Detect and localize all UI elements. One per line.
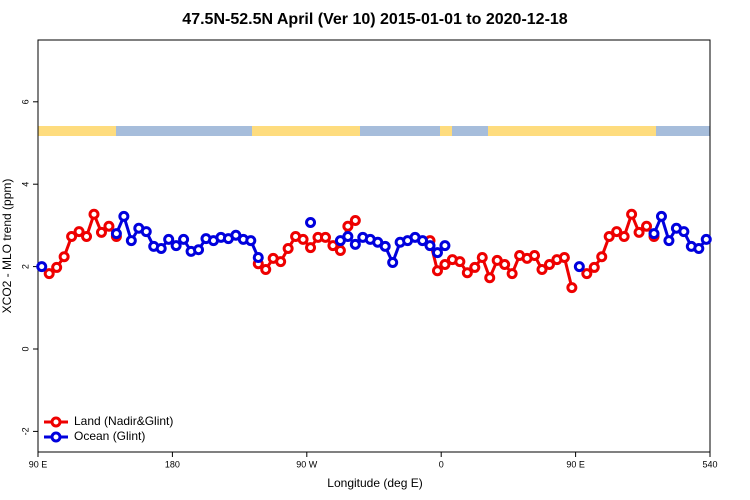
legend-label: Ocean (Glint) (74, 429, 145, 443)
x-tick-label: 540 (702, 459, 717, 469)
data-point (611, 226, 623, 238)
y-tick-label: 2 (20, 264, 30, 269)
legend-marker (50, 416, 62, 428)
data-point (88, 208, 100, 220)
data-point (439, 240, 451, 252)
data-point (245, 235, 257, 247)
data-point (349, 214, 361, 226)
data-point (693, 242, 705, 254)
data-point (170, 240, 182, 252)
data-point (43, 268, 55, 280)
data-point (334, 245, 346, 257)
data-point (603, 231, 615, 243)
data-point (417, 235, 429, 247)
legend-marker (50, 431, 62, 443)
data-point (155, 242, 167, 254)
data-point (342, 220, 354, 232)
data-point (275, 256, 287, 268)
data-point (431, 247, 443, 259)
data-point (573, 261, 585, 273)
land-ocean-band (38, 126, 710, 136)
data-point (95, 226, 107, 238)
data-point (297, 233, 309, 245)
data-point (476, 252, 488, 264)
data-point (566, 282, 578, 294)
data-point (461, 267, 473, 279)
data-point (700, 233, 712, 245)
data-point (51, 261, 63, 273)
data-point (125, 235, 137, 247)
data-point (305, 242, 317, 254)
chart-title: 47.5N-52.5N April (Ver 10) 2015-01-01 to… (182, 11, 568, 28)
data-point (327, 240, 339, 252)
data-point (342, 231, 354, 243)
data-point (252, 252, 264, 264)
data-point (596, 251, 608, 263)
data-point (484, 272, 496, 284)
y-tick-label: 6 (20, 99, 30, 104)
data-point (178, 233, 190, 245)
data-point (529, 249, 541, 261)
data-point (387, 256, 399, 268)
x-tick-label: 90 W (296, 459, 318, 469)
data-point (193, 244, 205, 256)
x-tick-label: 90 E (29, 459, 48, 469)
data-point (110, 228, 122, 240)
data-point (543, 259, 555, 271)
data-point (633, 226, 645, 238)
x-tick-label: 180 (165, 459, 180, 469)
data-point (73, 226, 85, 238)
data-point (439, 259, 451, 271)
legend-label: Land (Nadir&Glint) (74, 414, 173, 428)
data-point (319, 231, 331, 243)
data-point (58, 251, 70, 263)
y-axis-label: XCO2 - MLO trend (ppm) (0, 179, 14, 314)
y-tick-label: 4 (20, 182, 30, 187)
data-point (163, 233, 175, 245)
data-point (536, 263, 548, 275)
x-tick-label: 90 E (566, 459, 585, 469)
data-point (260, 263, 272, 275)
data-point (506, 268, 518, 280)
data-point (36, 261, 48, 273)
data-point (655, 210, 667, 222)
data-point (140, 226, 152, 238)
data-point (663, 235, 675, 247)
data-point (103, 220, 115, 232)
data-point (454, 256, 466, 268)
data-point (678, 226, 690, 238)
data-point (558, 252, 570, 264)
data-point (469, 261, 481, 273)
data-point (305, 217, 317, 229)
y-tick-label: -2 (20, 427, 30, 435)
y-tick-label: 0 (20, 346, 30, 351)
data-point (618, 231, 630, 243)
data-point (379, 240, 391, 252)
data-point (282, 242, 294, 254)
data-point (424, 240, 436, 252)
data-point (626, 208, 638, 220)
x-axis-label: Longitude (deg E) (327, 476, 422, 490)
plot-frame (37, 39, 711, 453)
data-point (431, 265, 443, 277)
data-point (499, 259, 511, 271)
data-point (349, 238, 361, 250)
data-point (648, 228, 660, 240)
data-point (118, 210, 130, 222)
data-point (66, 231, 78, 243)
data-point (588, 261, 600, 273)
data-point (641, 220, 653, 232)
x-tick-label: 0 (439, 459, 444, 469)
data-point (81, 231, 93, 243)
data-point (581, 268, 593, 280)
